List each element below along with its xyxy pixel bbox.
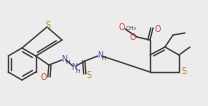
Text: O: O <box>129 33 136 43</box>
Text: H: H <box>102 56 106 61</box>
Text: N: N <box>71 63 77 72</box>
Text: O: O <box>41 73 47 82</box>
Text: S: S <box>87 70 92 80</box>
Text: H: H <box>66 61 70 66</box>
Text: O: O <box>155 24 161 33</box>
Text: CH₃: CH₃ <box>126 26 137 31</box>
Text: S: S <box>182 68 187 77</box>
Text: S: S <box>46 20 51 29</box>
Text: N: N <box>61 55 67 64</box>
Text: H: H <box>76 69 80 74</box>
Text: O: O <box>119 24 125 33</box>
Text: N: N <box>97 51 103 60</box>
